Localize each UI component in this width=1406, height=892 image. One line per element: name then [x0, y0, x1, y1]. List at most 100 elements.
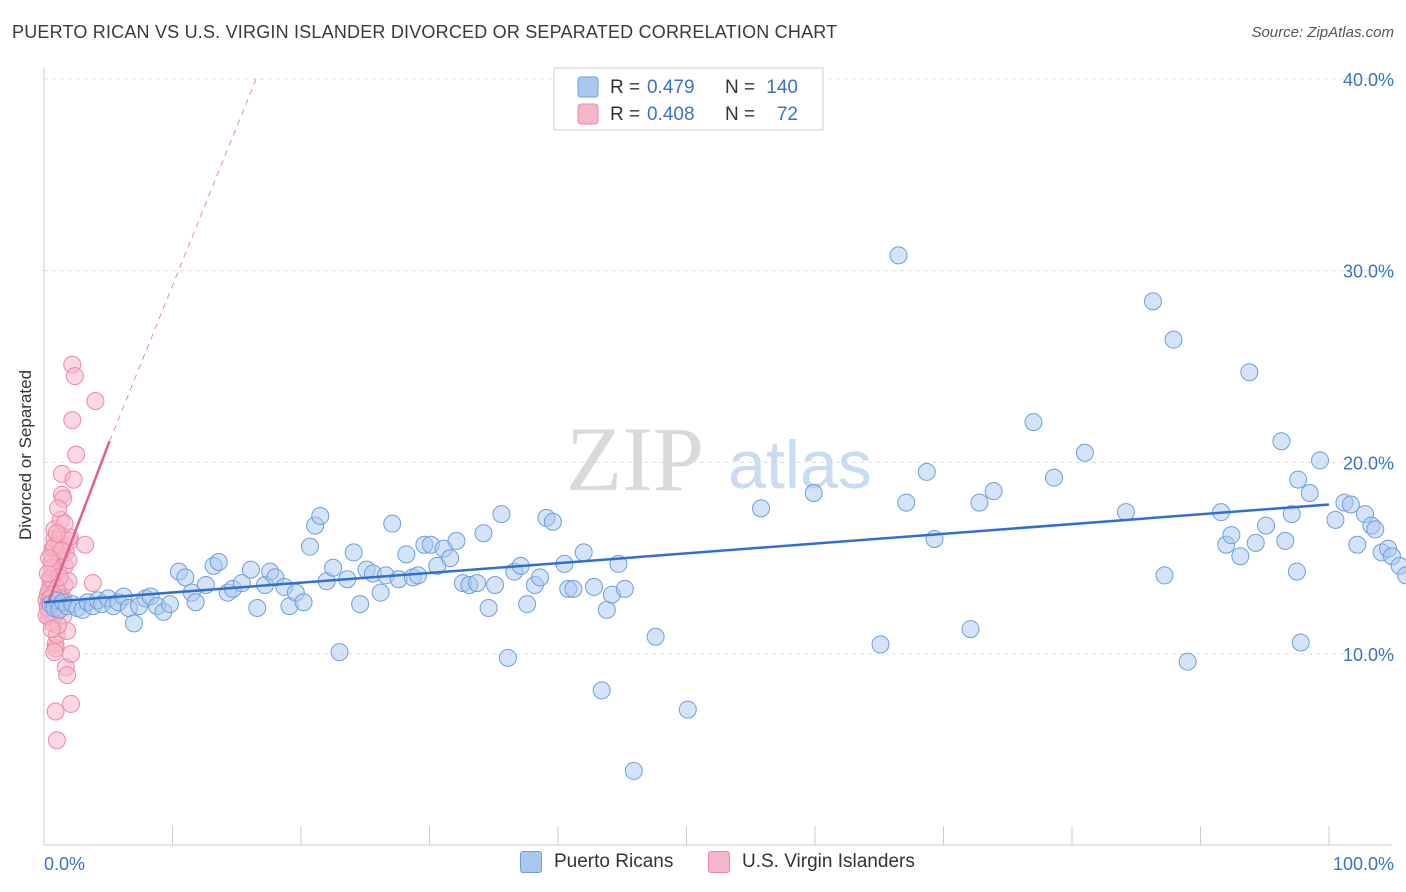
watermark: ZIP atlas: [566, 408, 872, 510]
legend-item-virgin-islanders: U.S. Virgin Islanders: [708, 851, 915, 873]
data-point-puerto-ricans: [752, 499, 771, 518]
data-point-puerto-ricans: [330, 643, 349, 662]
data-point-virgin-islanders: [47, 524, 66, 543]
data-point-virgin-islanders: [61, 694, 80, 713]
data-point-puerto-ricans: [917, 462, 936, 481]
data-point-virgin-islanders: [65, 367, 84, 386]
data-point-virgin-islanders: [46, 702, 65, 721]
data-point-virgin-islanders: [63, 411, 82, 430]
data-point-puerto-ricans: [1300, 484, 1319, 502]
data-point-puerto-ricans: [1116, 503, 1135, 522]
data-point-puerto-ricans: [351, 595, 370, 614]
data-point-puerto-ricans: [397, 545, 416, 564]
stats-legend: R = 0.479 N = 140 R = 0.408 N = 72: [553, 67, 824, 131]
data-point-puerto-ricans: [1311, 451, 1330, 470]
data-point-puerto-ricans: [124, 614, 143, 633]
data-point-puerto-ricans: [1155, 566, 1174, 585]
data-point-puerto-ricans: [970, 493, 989, 512]
data-point-puerto-ricans: [543, 512, 562, 531]
legend-n-label-2: N =: [725, 104, 755, 125]
data-point-puerto-ricans: [486, 576, 505, 594]
data-point-puerto-ricans: [1045, 468, 1064, 487]
trend-line-virgin-islanders: [47, 440, 111, 601]
data-point-puerto-ricans: [1289, 470, 1308, 489]
grid-lines: [44, 78, 1392, 655]
watermark-atlas: atlas: [728, 427, 872, 503]
data-point-puerto-ricans: [176, 568, 195, 587]
data-point-puerto-ricans: [1024, 413, 1043, 432]
data-point-puerto-ricans: [479, 599, 498, 617]
data-point-puerto-ricans: [1075, 443, 1094, 462]
data-point-puerto-ricans: [324, 558, 343, 577]
legend-swatch-pink: [577, 103, 599, 125]
data-point-puerto-ricans: [248, 599, 267, 617]
watermark-zip: ZIP: [566, 408, 704, 510]
data-point-puerto-ricans: [441, 549, 460, 568]
data-point-puerto-ricans: [186, 593, 205, 612]
data-point-virgin-islanders: [40, 549, 59, 568]
bottom-legend: Puerto Ricans U.S. Virgin Islanders: [0, 851, 1406, 879]
legend-item-puerto-ricans: Puerto Ricans: [520, 851, 673, 873]
data-point-puerto-ricans: [584, 577, 603, 596]
data-point-virgin-islanders: [49, 499, 68, 518]
series-puerto-ricans: [41, 246, 1406, 780]
data-point-puerto-ricans: [961, 620, 980, 639]
data-point-puerto-ricans: [592, 681, 611, 700]
data-point-puerto-ricans: [1178, 652, 1197, 671]
data-point-puerto-ricans: [1257, 516, 1276, 535]
data-point-puerto-ricans: [1143, 292, 1162, 311]
legend-swatch: [708, 851, 730, 873]
data-point-puerto-ricans: [531, 568, 550, 587]
data-point-virgin-islanders: [47, 731, 66, 750]
legend-n-value-1: 140: [766, 77, 798, 98]
data-point-puerto-ricans: [1282, 505, 1301, 524]
data-point-virgin-islanders: [38, 564, 57, 583]
data-point-puerto-ricans: [597, 600, 616, 619]
legend-label: Puerto Ricans: [554, 851, 674, 872]
trend-line-puerto-ricans: [43, 503, 1330, 604]
data-point-puerto-ricans: [897, 493, 916, 512]
data-point-puerto-ricans: [564, 579, 583, 598]
legend-n-label-1: N =: [725, 77, 755, 98]
data-point-puerto-ricans: [1276, 531, 1295, 550]
data-point-puerto-ricans: [871, 635, 890, 654]
data-point-puerto-ricans: [300, 537, 319, 556]
data-point-puerto-ricans: [1240, 363, 1259, 382]
data-point-puerto-ricans: [1222, 526, 1241, 545]
y-tick-label: 20.0%: [1343, 453, 1394, 473]
legend-swatch: [520, 851, 542, 873]
data-point-puerto-ricans: [241, 560, 260, 579]
data-point-puerto-ricans: [1397, 566, 1406, 585]
x-tick-label-min: 0.0%: [44, 854, 85, 874]
data-point-puerto-ricans: [447, 531, 466, 550]
data-point-puerto-ricans: [1366, 520, 1385, 539]
y-tick-label: 10.0%: [1343, 645, 1394, 665]
chart-title: PUERTO RICAN VS U.S. VIRGIN ISLANDER DIV…: [12, 22, 838, 42]
data-point-virgin-islanders: [83, 574, 102, 593]
data-point-puerto-ricans: [646, 627, 665, 646]
data-point-puerto-ricans: [1291, 633, 1310, 652]
data-point-puerto-ricans: [209, 553, 228, 571]
data-point-puerto-ricans: [498, 648, 517, 667]
data-point-virgin-islanders: [45, 643, 64, 662]
legend-n-value-2: 72: [777, 104, 798, 125]
data-point-puerto-ricans: [474, 524, 493, 543]
data-point-virgin-islanders: [64, 470, 83, 489]
data-point-virgin-islanders: [42, 620, 61, 639]
legend-r-label-2: R =: [610, 104, 640, 125]
data-point-virgin-islanders: [76, 535, 95, 554]
data-point-puerto-ricans: [1348, 535, 1367, 554]
data-point-puerto-ricans: [1164, 330, 1183, 349]
data-point-puerto-ricans: [311, 507, 330, 525]
data-point-puerto-ricans: [804, 484, 823, 502]
trend-line-virgin-islanders-extension: [109, 78, 257, 442]
data-point-puerto-ricans: [1246, 533, 1265, 552]
data-point-virgin-islanders: [86, 392, 105, 410]
data-point-puerto-ricans: [1341, 495, 1360, 514]
data-point-puerto-ricans: [1287, 562, 1306, 581]
source-label: Source: ZipAtlas.com: [1251, 24, 1394, 41]
data-point-puerto-ricans: [383, 514, 402, 533]
data-point-puerto-ricans: [1272, 432, 1291, 451]
legend-swatch-blue: [577, 76, 599, 98]
